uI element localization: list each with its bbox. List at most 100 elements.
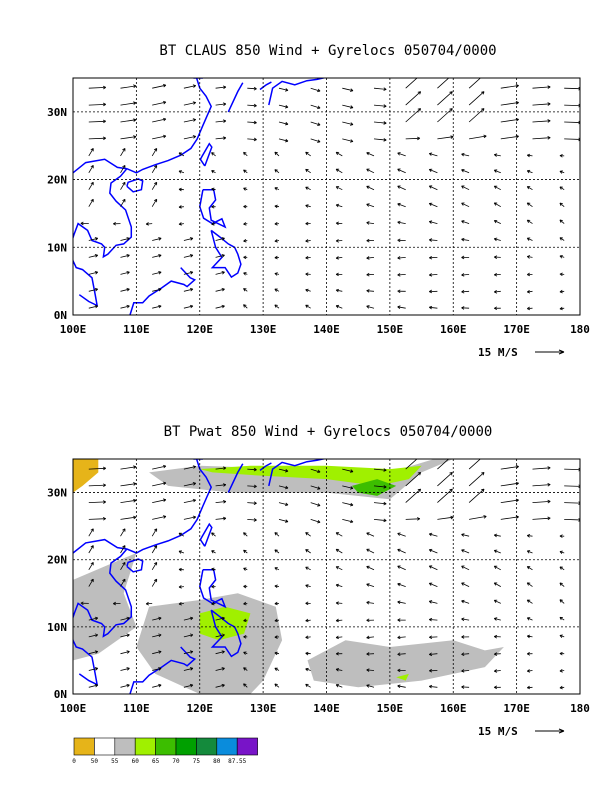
wind-vector-arrow (278, 502, 289, 507)
wind-vector-arrow (461, 220, 470, 224)
wind-vector-arrow (243, 651, 248, 655)
wind-vector-arrow (397, 548, 406, 554)
wind-vector-arrow (151, 181, 158, 190)
wind-vector-arrow (405, 136, 421, 141)
wind-vector-arrow (468, 472, 485, 487)
wind-vector-arrow (335, 203, 343, 208)
wind-vector-arrow (247, 501, 257, 505)
top-reference-arrowhead (558, 349, 565, 355)
wind-vector-arrow (310, 519, 321, 524)
wind-vector-arrow (274, 288, 280, 292)
pwat-shaded-region (351, 479, 397, 496)
wind-vector-arrow (397, 168, 406, 174)
wind-vector-arrow (335, 256, 343, 260)
wind-vector-arrow (211, 601, 216, 606)
coastline-segment (73, 168, 133, 307)
wind-vector-arrow (305, 601, 311, 606)
wind-vector-arrow (428, 532, 438, 537)
wind-vector-arrow (152, 481, 167, 487)
bottom-reference-label: 15 M/S (478, 725, 518, 738)
wind-vector-arrow (215, 500, 227, 504)
wind-vector-arrow (532, 85, 551, 89)
wind-vector-arrow (215, 466, 227, 470)
wind-vector-arrow (532, 136, 551, 140)
wind-vector-arrow (559, 534, 565, 538)
wind-vector-arrow (366, 600, 375, 605)
wind-vector-arrow (461, 565, 470, 571)
wind-vector-arrow (215, 102, 227, 107)
wind-vector-arrow (493, 153, 501, 157)
wind-vector-arrow (335, 618, 343, 623)
wind-vector-arrow (437, 91, 453, 106)
wind-vector-arrow (428, 600, 438, 604)
wind-vector-arrow (88, 545, 94, 554)
wind-vector-arrow (366, 272, 375, 277)
wind-vector-arrow (428, 185, 438, 191)
wind-vector-arrow (215, 287, 225, 292)
wind-vector-arrow (243, 238, 248, 243)
wind-vector-arrow (428, 305, 438, 310)
wind-vector-arrow (526, 534, 533, 538)
wind-vector-arrow (151, 528, 158, 537)
wind-vector-arrow (559, 616, 565, 621)
wind-vector-arrow (559, 255, 565, 259)
wind-vector-arrow (564, 120, 580, 125)
wind-vector-arrow (526, 652, 533, 656)
wind-vector-arrow (178, 205, 184, 209)
wind-vector-arrow (493, 582, 501, 587)
wind-vector-arrow (305, 186, 311, 191)
wind-vector-arrow (532, 119, 551, 123)
wind-vector-arrow (335, 566, 343, 571)
x-tick-label: 130E (250, 323, 277, 336)
wind-vector-arrow (500, 515, 519, 520)
wind-vector-arrow (366, 618, 375, 623)
wind-vector-arrow (80, 601, 89, 606)
wind-vector-arrow (366, 185, 375, 191)
wind-vector-arrow (493, 220, 501, 224)
colorbar-swatch (175, 737, 197, 756)
wind-vector-arrow (152, 271, 162, 275)
wind-vector-arrow (305, 549, 311, 554)
coastline-segment (73, 459, 213, 554)
wind-vector-arrow (526, 550, 533, 554)
wind-vector-arrow (559, 186, 565, 191)
wind-vector-arrow (366, 565, 375, 571)
wind-vector-arrow (88, 164, 94, 174)
wind-vector-arrow (559, 237, 565, 241)
wind-vector-arrow (183, 498, 197, 503)
wind-vector-arrow (88, 102, 107, 107)
wind-vector-arrow (564, 501, 580, 505)
wind-vector-arrow (564, 137, 580, 142)
wind-vector-arrow (468, 91, 485, 106)
wind-vector-arrow (278, 87, 289, 92)
wind-vector-arrow (397, 635, 406, 640)
wind-vector-arrow (183, 304, 194, 309)
wind-vector-arrow (526, 237, 533, 241)
wind-vector-arrow (437, 515, 454, 520)
wind-vector-arrow (461, 169, 470, 174)
colorbar-tick-label: 55 (111, 758, 119, 765)
wind-vector-arrow (366, 203, 375, 208)
wind-vector-arrow (493, 652, 501, 656)
wind-vector-arrow (342, 502, 354, 507)
wind-vector-arrow (305, 667, 311, 672)
wind-vector-arrow (500, 465, 519, 470)
x-tick-label: 100E (60, 323, 87, 336)
coastline-segment (199, 569, 227, 609)
wind-vector-arrow (366, 532, 375, 537)
wind-vector-arrow (211, 152, 216, 157)
wind-vector-arrow (88, 633, 99, 638)
coastline-segment (227, 463, 244, 493)
wind-vector-arrow (437, 108, 453, 123)
wind-vector-arrow (152, 650, 162, 655)
wind-vector-arrow (243, 151, 248, 157)
wind-vector-arrow (559, 566, 565, 571)
wind-vector-arrow (243, 549, 248, 554)
wind-vector-arrow (310, 468, 321, 473)
wind-vector-arrow (342, 485, 354, 490)
wind-vector-arrow (152, 117, 167, 123)
wind-vector-arrow (178, 187, 184, 192)
wind-vector-arrow (335, 168, 343, 174)
wind-vector-arrow (215, 237, 225, 241)
wind-vector-arrow (428, 684, 438, 689)
